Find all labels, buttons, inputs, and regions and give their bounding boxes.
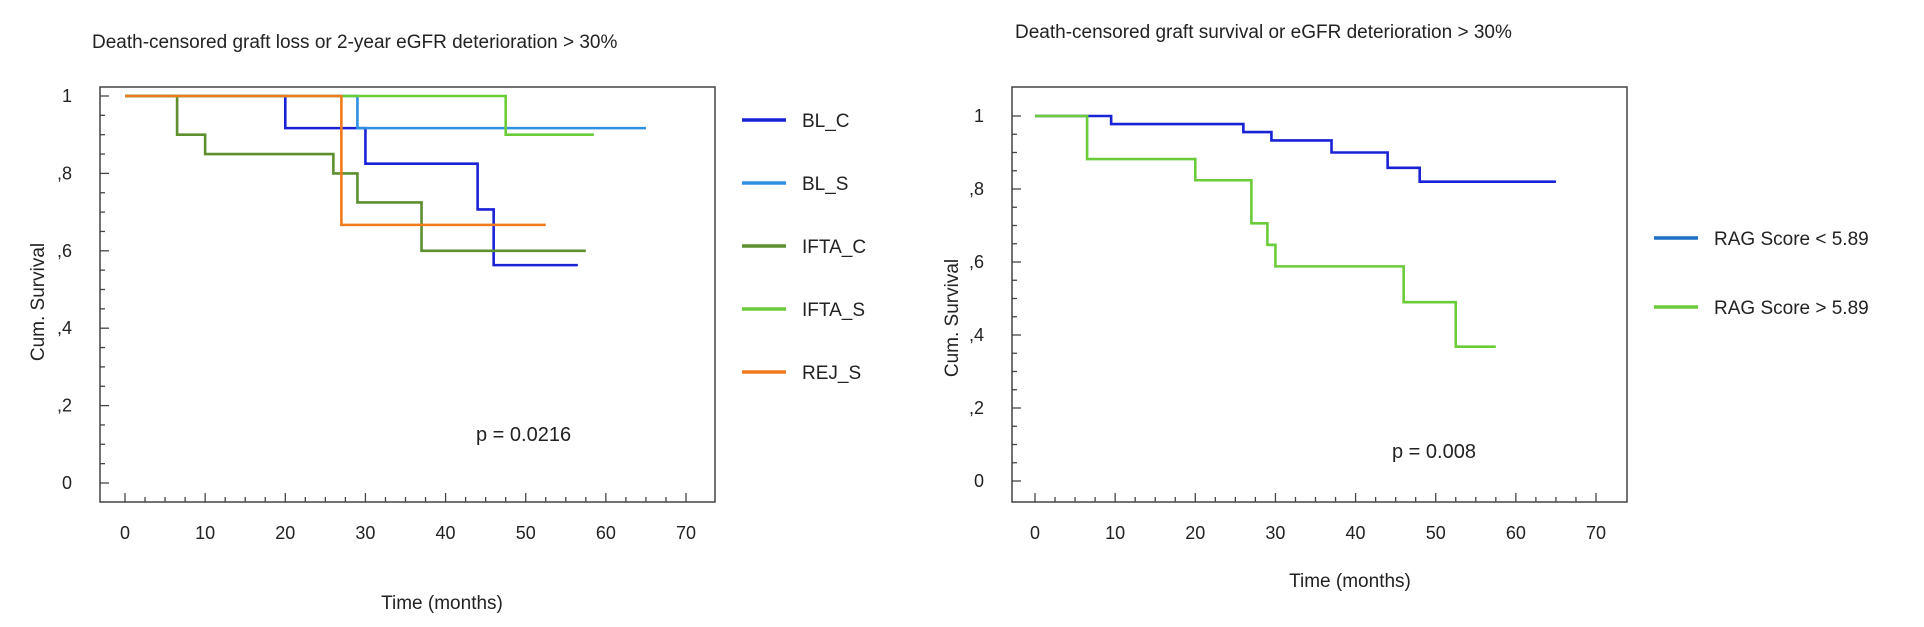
chart-left-y-tick-label: 0 — [62, 473, 72, 493]
chart-left-p-value: p = 0.0216 — [476, 424, 571, 446]
chart-left-y-tick-label: ,6 — [57, 241, 72, 261]
chart-right-legend-label: RAG Score > 5.89 — [1714, 298, 1869, 319]
chart-right-x-tick-label: 70 — [1586, 523, 1606, 543]
chart-left-x-tick-label: 70 — [676, 523, 696, 543]
chart-left: Death-censored graft loss or 2-year eGFR… — [28, 32, 866, 614]
chart-left-x-ticks: 0 10 20 30 40 50 60 70 — [120, 493, 696, 543]
chart-left-series-line-2 — [125, 94, 586, 253]
chart-left-y-axis-label: Cum. Survival — [28, 243, 49, 361]
chart-left-legend-label: IFTA_C — [802, 237, 866, 258]
chart-left-x-tick-label: 0 — [120, 523, 130, 543]
chart-right-x-tick-label: 40 — [1346, 523, 1366, 543]
chart-right-y-tick-label: 1 — [974, 106, 984, 126]
chart-right-x-tick-label: 30 — [1265, 523, 1285, 543]
chart-left-x-tick-label: 50 — [516, 523, 536, 543]
chart-left-x-tick-label: 60 — [596, 523, 616, 543]
chart-right-x-tick-label: 10 — [1105, 523, 1125, 543]
chart-left-series-line-4 — [125, 94, 546, 227]
chart-left-y-ticks: 0 ,2 ,4 ,6 ,8 1 — [57, 86, 109, 493]
chart-left-title: Death-censored graft loss or 2-year eGFR… — [92, 32, 618, 53]
chart-left-series — [125, 94, 646, 267]
chart-right-x-tick-label: 50 — [1426, 523, 1446, 543]
chart-right-legend: RAG Score < 5.89 RAG Score > 5.89 — [1654, 229, 1869, 319]
chart-right-x-tick-label: 0 — [1030, 523, 1040, 543]
chart-right-series-line-0 — [1035, 114, 1556, 183]
chart-right-y-tick-label: 0 — [974, 471, 984, 491]
chart-left-y-tick-label: ,2 — [57, 396, 72, 416]
chart-left-legend-label: REJ_S — [802, 363, 861, 384]
chart-right-y-tick-label: ,8 — [969, 179, 984, 199]
chart-left-series-line-0 — [125, 94, 578, 267]
chart-left-x-tick-label: 20 — [275, 523, 295, 543]
chart-left-legend-label: BL_C — [802, 111, 850, 132]
chart-left-x-tick-label: 10 — [195, 523, 215, 543]
chart-left-y-tick-label: ,4 — [57, 318, 72, 338]
chart-right-y-tick-label: ,4 — [969, 325, 984, 345]
chart-right-p-value: p = 0.008 — [1392, 441, 1476, 463]
chart-right-title: Death-censored graft survival or eGFR de… — [1015, 22, 1512, 43]
chart-left-plot-frame — [99, 86, 716, 503]
chart-left-legend-label: IFTA_S — [802, 300, 865, 321]
chart-right-plot-frame — [1011, 86, 1628, 503]
chart-left-x-axis-label: Time (months) — [381, 593, 503, 614]
chart-right-series-line-1 — [1035, 114, 1496, 348]
chart-right-series — [1035, 114, 1556, 348]
chart-left-y-tick-label: ,8 — [57, 163, 72, 183]
chart-left-x-tick-label: 30 — [355, 523, 375, 543]
chart-right-x-axis-label: Time (months) — [1289, 571, 1411, 592]
chart-left-legend: BL_C BL_S IFTA_C IFTA_S REJ_S — [742, 111, 866, 384]
chart-right-y-axis-label: Cum. Survival — [942, 259, 963, 377]
chart-right-x-tick-label: 60 — [1506, 523, 1526, 543]
chart-left-legend-label: BL_S — [802, 174, 848, 195]
chart-left-x-tick-label: 40 — [436, 523, 456, 543]
chart-right-y-ticks: 0 ,2 ,4 ,6 ,8 1 — [969, 106, 1021, 491]
chart-right-y-tick-label: ,2 — [969, 398, 984, 418]
chart-right-x-tick-label: 20 — [1185, 523, 1205, 543]
chart-right-legend-label: RAG Score < 5.89 — [1714, 229, 1869, 250]
chart-left-y-tick-label: 1 — [62, 86, 72, 106]
chart-right-y-tick-label: ,6 — [969, 252, 984, 272]
chart-right: Death-censored graft survival or eGFR de… — [942, 22, 1869, 592]
chart-right-x-ticks: 0 10 20 30 40 50 60 70 — [1030, 493, 1606, 543]
chart-left-series-line-1 — [125, 94, 646, 130]
